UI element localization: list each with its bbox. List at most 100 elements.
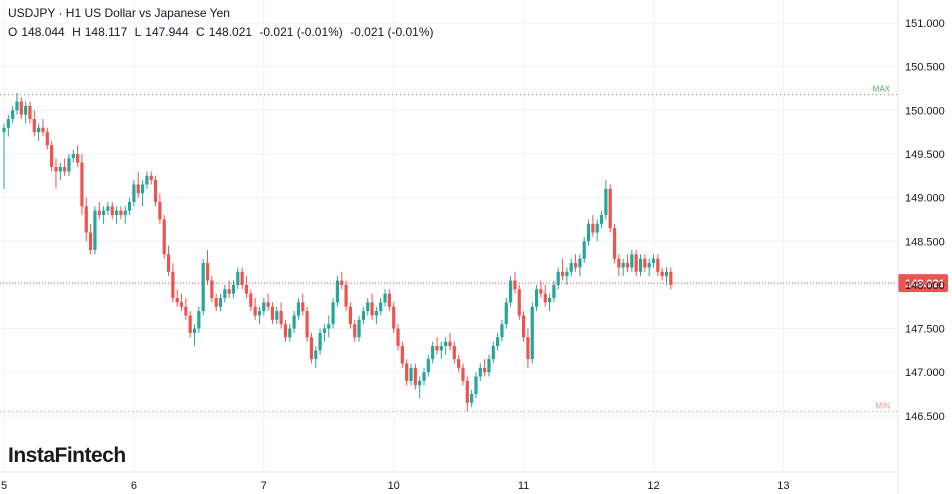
candle-body — [457, 359, 461, 368]
candle — [591, 215, 595, 237]
candle — [426, 354, 430, 377]
candle — [114, 206, 119, 224]
candle — [305, 306, 309, 342]
candle — [335, 276, 340, 307]
candle-body — [560, 271, 565, 277]
candle-body — [11, 110, 15, 120]
candle — [262, 297, 266, 316]
time-tick-label: 11 — [518, 480, 529, 492]
candle-body — [461, 367, 465, 381]
candle — [638, 254, 643, 277]
candle — [296, 297, 301, 320]
candle — [413, 363, 417, 390]
candle-body — [2, 127, 6, 133]
candle-body — [591, 223, 595, 233]
candle-body — [15, 101, 19, 111]
price-axis[interactable]: 151.000 150.500 150.000 149.500 149.000 148.5… — [897, 0, 945, 494]
max-level-label: MAX — [873, 85, 891, 94]
price-tick-label: 149.000 — [905, 193, 945, 205]
candle-body — [19, 101, 23, 115]
candle-body — [210, 280, 214, 298]
candle-body — [578, 258, 582, 268]
candle-body — [374, 311, 378, 316]
candle — [547, 293, 552, 312]
candle — [218, 293, 223, 312]
change-value: -0.021 (-0.01%) — [259, 25, 343, 39]
high-value: 148.117 — [84, 25, 128, 39]
candle — [93, 206, 97, 255]
candle-body — [132, 184, 136, 202]
close-value: 148.021 — [208, 25, 253, 39]
candle-body — [439, 346, 443, 351]
candle — [76, 145, 80, 168]
candle-body — [279, 311, 283, 325]
candle — [582, 236, 586, 264]
candle-body — [318, 332, 322, 351]
candle — [664, 267, 669, 285]
candle-body — [45, 132, 49, 146]
candle-body — [275, 311, 279, 320]
candle-body — [50, 145, 54, 168]
time-tick-label: 13 — [777, 480, 789, 492]
candle-body — [197, 311, 201, 329]
candle-body — [435, 346, 439, 351]
candle — [205, 249, 210, 285]
candle — [192, 324, 197, 347]
candle-body — [444, 341, 448, 347]
candle — [106, 201, 110, 216]
candle — [361, 306, 365, 325]
candle — [565, 267, 569, 285]
candle-body — [621, 263, 625, 268]
candle — [522, 311, 526, 342]
candle — [625, 254, 630, 272]
candle — [119, 206, 123, 220]
candle-body — [370, 302, 374, 316]
candle — [608, 184, 612, 233]
candle-body — [301, 302, 305, 312]
time-axis[interactable]: 5 6 7 10 11 12 13 — [0, 471, 898, 492]
candle-body — [54, 167, 58, 172]
candle — [651, 254, 656, 268]
candle — [556, 267, 560, 290]
candle — [24, 101, 28, 124]
candle-body — [257, 311, 262, 316]
candle — [63, 158, 67, 176]
brand-logo: InstaFintech — [8, 444, 126, 467]
candle-body — [110, 206, 114, 216]
candle — [357, 315, 361, 342]
candle — [509, 276, 513, 307]
candle — [58, 162, 62, 181]
candle-body — [305, 311, 309, 338]
candle — [309, 332, 314, 364]
candle — [80, 153, 84, 216]
candle-body — [556, 271, 560, 285]
candle — [444, 337, 448, 355]
candle-body — [392, 306, 396, 329]
candle-body — [283, 324, 288, 338]
candle-body — [28, 105, 32, 120]
candle — [496, 332, 500, 351]
candle-body — [366, 302, 370, 312]
low-value: 147.944 — [145, 25, 189, 39]
candle — [123, 206, 127, 224]
candle — [483, 359, 487, 377]
candle-body — [612, 228, 617, 259]
candle — [2, 123, 6, 189]
candle — [478, 363, 482, 381]
candle-body — [296, 302, 301, 316]
candle-body — [158, 201, 162, 220]
candle-body — [353, 324, 357, 338]
candle-body — [32, 119, 36, 133]
candle — [244, 276, 249, 298]
candle — [599, 210, 604, 229]
candle-body — [422, 372, 426, 381]
candle — [491, 341, 495, 364]
candle — [504, 297, 508, 329]
candle-body — [201, 263, 205, 312]
candle-body — [509, 280, 513, 303]
price-tick-label: 148.500 — [905, 236, 945, 248]
candle — [166, 245, 171, 277]
candle-body — [582, 241, 586, 259]
candle-body — [205, 263, 210, 281]
